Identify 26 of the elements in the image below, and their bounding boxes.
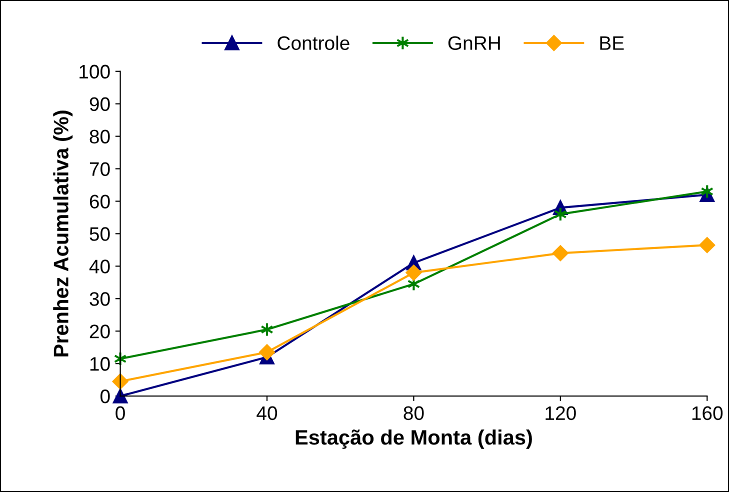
y-tick-label: 70 [90,162,110,176]
x-axis-title: Estação de Monta (dias) [296,429,532,449]
x-tick-label: 120 [546,406,576,420]
x-tick-label: 80 [404,406,424,420]
point [699,237,716,253]
y-tick-label: 90 [90,97,110,112]
y-tick-label: 40 [89,260,110,274]
y-tick-label: 50 [90,227,110,241]
legend-label: BE [600,36,624,50]
legend-label: Controle [278,36,350,50]
y-axis-title: Prenhez Acumulativa (%) [53,110,73,356]
y-tick-label: 100 [80,64,110,79]
point [259,344,275,360]
point [112,388,128,404]
x-tick-label: 0 [116,406,125,420]
y-tick-label: 30 [90,292,110,306]
point [406,264,422,281]
y-tick-label: 0 [100,390,110,404]
y-tick-label: 80 [90,130,110,144]
point [552,245,568,262]
x-tick-label: 160 [692,406,723,420]
y-tick-label: 60 [90,194,110,208]
y-tick-label: 10 [90,357,110,371]
x-tick-label: 40 [256,406,278,420]
legend-label: GnRH [448,36,500,50]
y-tick-label: 20 [90,324,110,338]
